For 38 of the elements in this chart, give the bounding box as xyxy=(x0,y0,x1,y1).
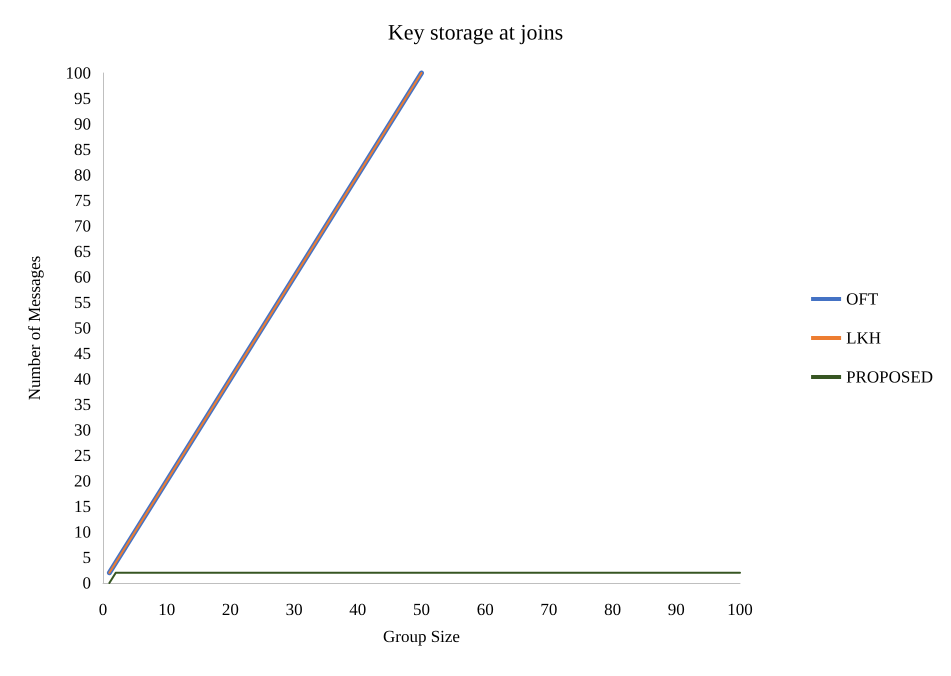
y-tick-label: 75 xyxy=(74,191,91,210)
y-tick-label: 10 xyxy=(74,522,91,542)
x-tick-label: 30 xyxy=(286,600,303,619)
y-tick-label: 90 xyxy=(74,114,91,134)
x-tick-label: 20 xyxy=(222,600,239,619)
y-tick-label: 95 xyxy=(74,89,91,108)
y-tick-label: 85 xyxy=(74,140,91,159)
y-tick-label: 35 xyxy=(74,395,91,414)
x-tick-label: 10 xyxy=(158,600,176,619)
y-tick-label: 20 xyxy=(74,472,91,490)
y-tick-label: 80 xyxy=(74,166,91,184)
x-axis-title: Group Size xyxy=(383,627,460,646)
x-tick-label: 70 xyxy=(540,600,558,619)
y-tick-label: 70 xyxy=(74,216,91,236)
y-tick-label: 100 xyxy=(66,64,91,82)
y-tick-label: 25 xyxy=(74,446,91,465)
y-axis-title: Number of Messages xyxy=(25,256,44,400)
x-tick-label: 60 xyxy=(476,600,494,619)
y-tick-label: 40 xyxy=(74,370,91,388)
x-tick-label: 80 xyxy=(604,600,622,619)
x-tick-label: 100 xyxy=(727,600,753,619)
y-tick-label: 55 xyxy=(74,293,91,312)
y-tick-label: 5 xyxy=(82,548,91,567)
y-tick-label: 65 xyxy=(74,242,91,261)
y-tick-label: 15 xyxy=(74,497,91,516)
x-tick-label: 0 xyxy=(98,600,108,619)
x-tick-label: 90 xyxy=(668,600,685,619)
chart-title: Key storage at joins xyxy=(388,20,564,44)
x-tick-label: 50 xyxy=(413,600,430,619)
y-tick-label: 30 xyxy=(74,420,91,440)
x-tick-label: 40 xyxy=(349,600,366,619)
legend-label: PROPOSED xyxy=(846,368,934,386)
y-tick-label: 50 xyxy=(74,318,91,338)
y-tick-label: 60 xyxy=(74,268,91,286)
legend-label: OFT xyxy=(846,290,879,308)
y-tick-label: 0 xyxy=(82,574,91,592)
y-tick-label: 45 xyxy=(74,344,91,363)
legend-label: LKH xyxy=(846,328,882,348)
